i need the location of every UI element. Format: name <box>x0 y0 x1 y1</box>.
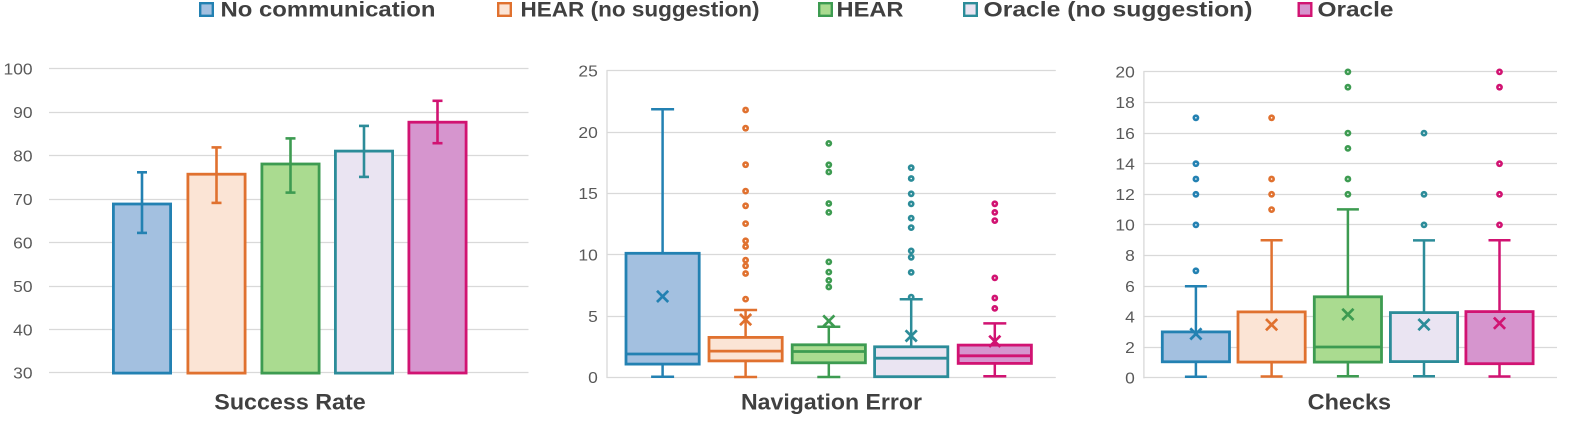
svg-text:Checks: Checks <box>1308 389 1391 414</box>
svg-text:4: 4 <box>1125 309 1135 326</box>
svg-text:Oracle (no suggestion): Oracle (no suggestion) <box>984 0 1253 22</box>
svg-text:Oracle: Oracle <box>1318 0 1394 22</box>
svg-text:HEAR: HEAR <box>837 0 904 22</box>
svg-text:14: 14 <box>1115 156 1135 173</box>
svg-text:Success Rate: Success Rate <box>214 389 365 414</box>
svg-text:2: 2 <box>1125 340 1135 357</box>
svg-text:5: 5 <box>588 309 598 326</box>
svg-text:HEAR (no suggestion): HEAR (no suggestion) <box>521 0 760 22</box>
svg-text:50: 50 <box>13 279 33 296</box>
svg-text:30: 30 <box>13 366 33 383</box>
svg-text:16: 16 <box>1115 126 1135 143</box>
svg-text:Navigation Error: Navigation Error <box>741 389 922 414</box>
svg-text:70: 70 <box>13 192 33 209</box>
svg-text:80: 80 <box>13 149 33 166</box>
svg-text:20: 20 <box>1115 65 1135 82</box>
svg-text:8: 8 <box>1125 248 1135 265</box>
svg-text:40: 40 <box>13 322 33 339</box>
svg-text:0: 0 <box>588 370 598 387</box>
svg-text:60: 60 <box>13 235 33 252</box>
svg-text:15: 15 <box>578 186 598 203</box>
svg-text:10: 10 <box>1115 218 1135 235</box>
svg-text:100: 100 <box>4 62 33 79</box>
svg-text:0: 0 <box>1125 371 1135 388</box>
svg-text:18: 18 <box>1115 95 1135 112</box>
svg-text:12: 12 <box>1115 187 1135 204</box>
svg-text:20: 20 <box>578 125 598 142</box>
svg-text:6: 6 <box>1125 279 1135 296</box>
svg-text:90: 90 <box>13 105 33 122</box>
svg-text:25: 25 <box>578 64 598 81</box>
svg-text:10: 10 <box>578 248 598 265</box>
svg-text:No communication: No communication <box>221 0 436 22</box>
